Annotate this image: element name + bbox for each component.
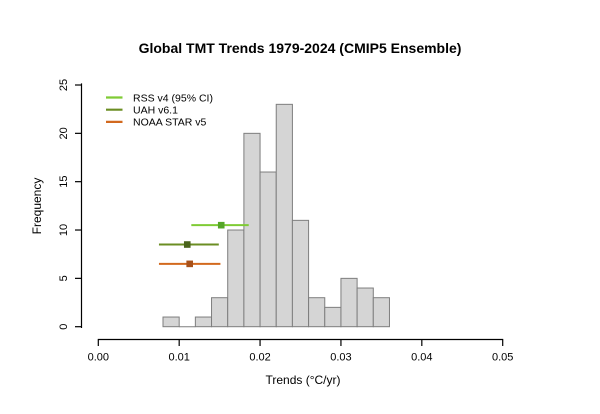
error-bar-noaa-star-v5	[158, 260, 221, 268]
histogram-bar	[291, 219, 310, 328]
histogram-bar	[243, 132, 261, 328]
legend-item-uah-v6-1: UAH v6.1	[106, 105, 178, 117]
histogram-bar	[275, 103, 293, 328]
histogram-bar	[308, 297, 326, 328]
y-tick-label: 25	[58, 79, 70, 91]
error-bar-rss-v4-95-ci	[191, 221, 249, 229]
x-tick-label: 0.00	[88, 352, 109, 364]
y-tick-label: 20	[58, 127, 70, 139]
legend-label: RSS v4 (95% CI)	[133, 92, 213, 104]
histogram-bar	[372, 297, 390, 328]
axes-layer: 0.00 0.01 0.02 0.03 0.04 0.05 0 5 10 15 20 25	[58, 79, 514, 364]
observation-ci-layer	[158, 221, 249, 268]
x-tick-label: 0.02	[249, 352, 270, 364]
y-axis-title: Frequency	[30, 178, 44, 235]
legend-item-rss-v4-95-ci: RSS v4 (95% CI)	[106, 92, 213, 104]
histogram-bar	[259, 171, 277, 328]
y-tick-label: 10	[58, 224, 70, 236]
histogram-bar	[324, 306, 342, 328]
histogram-bar	[227, 229, 245, 328]
x-tick-label: 0.03	[330, 352, 351, 364]
chart-title: Global TMT Trends 1979-2024 (CMIP5 Ensem…	[139, 40, 462, 56]
legend-label: NOAA STAR v5	[133, 117, 206, 129]
histogram-bar	[194, 316, 213, 328]
y-tick-label: 5	[58, 275, 70, 281]
legend-item-noaa-star-v5: NOAA STAR v5	[106, 117, 206, 129]
histogram-bar	[162, 316, 180, 328]
x-tick-label: 0.01	[168, 352, 189, 364]
histogram-bar	[356, 287, 374, 328]
x-tick-label: 0.05	[492, 352, 513, 364]
histogram-bar	[211, 297, 229, 328]
center-marker-noaa-star-v5	[186, 260, 193, 268]
center-marker-uah-v6-1	[183, 241, 191, 248]
histogram-bars-layer	[162, 103, 390, 328]
x-axis-title: Trends (°C/yr)	[265, 373, 340, 387]
x-tick-label: 0.04	[411, 352, 432, 364]
legend-label: UAH v6.1	[133, 105, 178, 117]
histogram-bar	[340, 277, 358, 328]
y-tick-label: 0	[58, 324, 70, 330]
y-tick-label: 15	[58, 176, 70, 188]
error-bar-uah-v6-1	[158, 241, 219, 248]
center-marker-rss-v4-95-ci	[217, 221, 225, 229]
